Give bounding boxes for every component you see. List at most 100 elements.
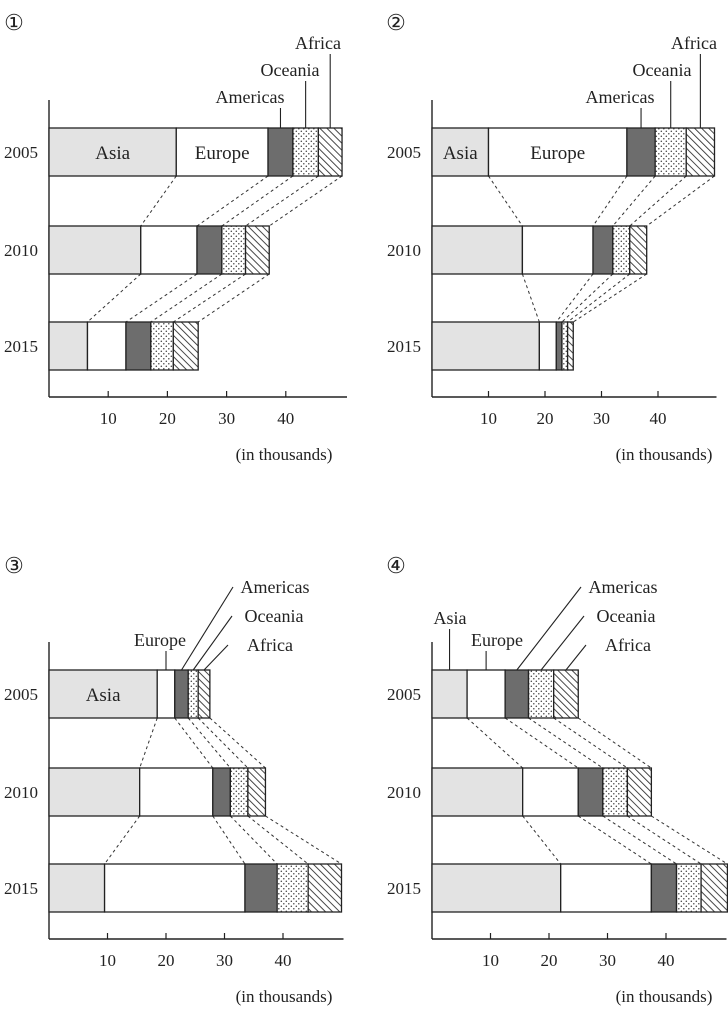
- bar-segment-asia-2005: [431, 127, 490, 177]
- x-tick-label: 40: [658, 951, 675, 970]
- bar-segment-oceania-2015: [276, 863, 309, 913]
- x-tick-label: 30: [216, 951, 233, 970]
- connector-line: [187, 717, 231, 769]
- callout-leader-africa: [203, 644, 229, 671]
- connector-line: [466, 717, 524, 769]
- connector-line: [265, 815, 342, 865]
- bar-segment-americas-2015: [244, 863, 278, 913]
- bar-segment-americas-2010: [196, 225, 223, 275]
- bar-segment-africa-2010: [629, 225, 648, 275]
- inside-label-asia: Asia: [443, 143, 478, 164]
- inside-label-europe: Europe: [530, 143, 585, 164]
- connector-line: [125, 273, 198, 323]
- connector-line: [221, 175, 294, 227]
- bar-segment-europe-2005: [175, 127, 269, 177]
- year-label-2015: 2015: [387, 879, 421, 898]
- connector-line: [504, 717, 579, 769]
- connector-line: [555, 273, 594, 323]
- x-tick-label: 20: [537, 409, 554, 428]
- connector-line: [612, 175, 656, 227]
- bar-segment-africa-2005: [197, 669, 211, 719]
- x-unit-label: (in thousands): [236, 445, 333, 464]
- bar-segment-oceania-2015: [561, 321, 569, 371]
- bar-segment-oceania-2005: [654, 127, 687, 177]
- chart-panel-4: ④ 10 20 30 40 (in thousands) 2005 2010 2015 AsiaE…: [386, 554, 728, 1006]
- callout-label-americas: Americas: [586, 87, 655, 107]
- connector-line: [104, 815, 141, 865]
- bar-segment-europe-2015: [86, 321, 127, 371]
- x-tick-label: 10: [482, 951, 499, 970]
- bar-segment-americas-2015: [650, 863, 678, 913]
- bar-segment-africa-2015: [307, 863, 343, 913]
- bar-segment-africa-2005: [553, 669, 579, 719]
- bar-segment-americas-2010: [592, 225, 614, 275]
- x-tick-label: 40: [275, 951, 292, 970]
- bar-segment-africa-2015: [700, 863, 728, 913]
- panel-number: ④: [386, 554, 406, 579]
- bar-segment-oceania-2010: [602, 767, 629, 817]
- callout-leader-oceania: [192, 615, 233, 671]
- x-tick-label: 20: [158, 951, 175, 970]
- bar-segment-asia-2005: [48, 669, 158, 719]
- bar-segment-americas-2005: [626, 127, 656, 177]
- bar-segment-oceania-2010: [612, 225, 631, 275]
- connector-line: [553, 717, 628, 769]
- connector-line: [521, 273, 540, 323]
- bar-segment-asia-2005: [431, 669, 468, 719]
- bar-segment-europe-2015: [538, 321, 557, 371]
- bar-segment-asia-2010: [431, 225, 524, 275]
- connector-line: [197, 273, 270, 323]
- connector-line: [139, 717, 158, 769]
- chart-panel-3: ③ 10 20 30 40 (in thousands) 2005 Asia 2010 2015 E…: [4, 554, 344, 1006]
- callout-leader-americas: [516, 586, 582, 671]
- bar-segment-oceania-2010: [221, 225, 247, 275]
- bar-segment-oceania-2005: [292, 127, 320, 177]
- bar-segment-africa-2005: [317, 127, 343, 177]
- connector-line: [629, 175, 687, 227]
- connector-line: [627, 815, 702, 865]
- connector-line: [209, 717, 266, 769]
- x-tick-label: 10: [100, 409, 117, 428]
- connector-line: [212, 815, 246, 865]
- bar-segment-asia-2010: [48, 225, 142, 275]
- x-tick-label: 40: [277, 409, 294, 428]
- bar-segment-asia-2015: [431, 321, 540, 371]
- bar-segment-americas-2015: [125, 321, 152, 371]
- callout-label-europe: Europe: [471, 630, 523, 650]
- bar-segment-europe-2010: [521, 225, 594, 275]
- year-label-2005: 2005: [4, 143, 38, 162]
- year-label-2015: 2015: [4, 337, 38, 356]
- x-unit-label: (in thousands): [616, 445, 713, 464]
- inside-label-europe: Europe: [195, 143, 250, 164]
- bar-segment-africa-2015: [566, 321, 574, 371]
- bar-segment-americas-2010: [212, 767, 232, 817]
- connector-line: [229, 815, 278, 865]
- x-tick-label: 30: [599, 951, 616, 970]
- x-tick-label: 20: [159, 409, 176, 428]
- bar-segment-asia-2015: [48, 321, 89, 371]
- connector-line: [577, 815, 652, 865]
- bar-segment-africa-2010: [244, 225, 270, 275]
- x-tick-label: 10: [480, 409, 497, 428]
- connector-line: [646, 175, 715, 227]
- chart-panel-2: ② 10 20 30 40 (in thousands) 2005 Asia Europe 201…: [386, 11, 717, 464]
- bar-segment-asia-2005: [48, 127, 177, 177]
- x-tick-label: 30: [218, 409, 235, 428]
- connector-line: [577, 717, 652, 769]
- bar-segment-asia-2010: [431, 767, 524, 817]
- connector-line: [87, 273, 142, 323]
- callout-label-americas: Americas: [216, 87, 285, 107]
- connector-line: [268, 175, 343, 227]
- panel-number: ③: [4, 554, 24, 579]
- bar-segment-africa-2015: [172, 321, 199, 371]
- bar-segment-africa-2005: [685, 127, 716, 177]
- bar-segment-europe-2010: [139, 767, 214, 817]
- bar-segment-europe-2010: [140, 225, 198, 275]
- connector-line: [602, 815, 677, 865]
- callout-label-asia: Asia: [434, 608, 467, 628]
- connector-line: [245, 175, 319, 227]
- bar-segment-europe-2015: [560, 863, 653, 913]
- bar-segment-oceania-2010: [229, 767, 249, 817]
- bar-segment-africa-2010: [247, 767, 267, 817]
